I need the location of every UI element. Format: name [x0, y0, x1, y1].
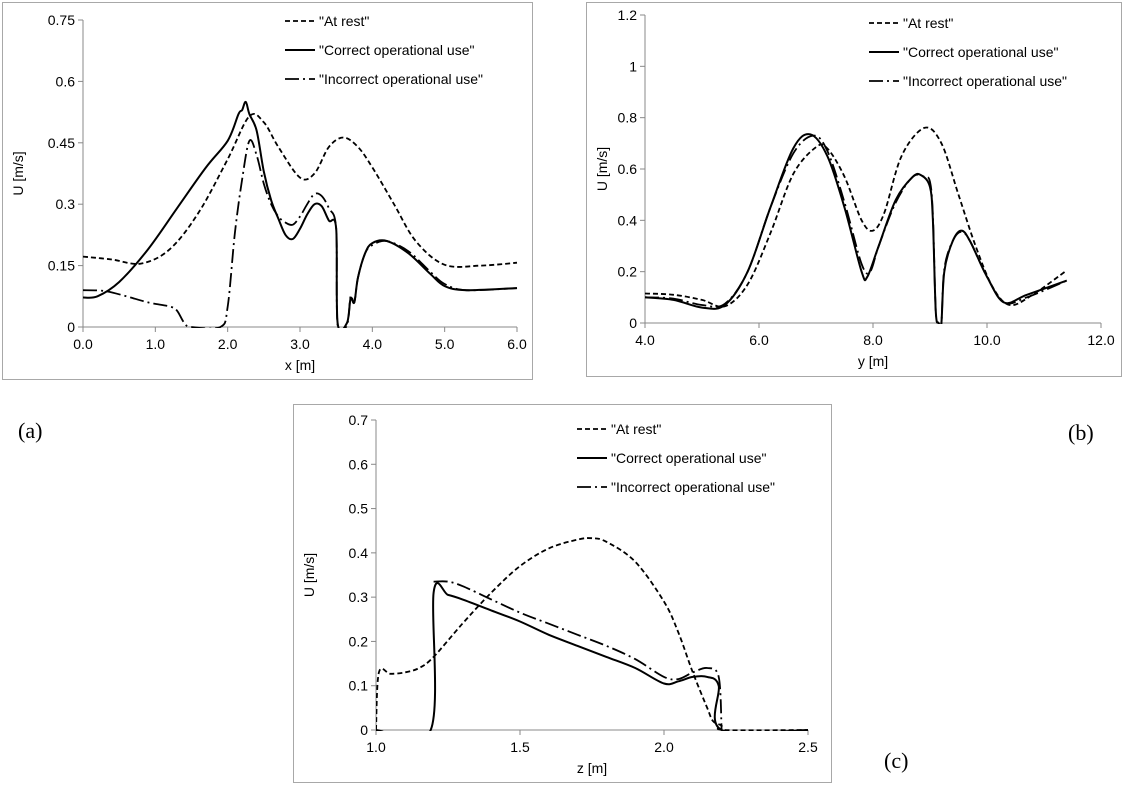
y-tick-label: 0.45: [48, 135, 75, 151]
legend-label: "Correct operational use": [903, 44, 1058, 60]
y-tick-label: 0.7: [349, 412, 369, 428]
panel-label-b: (b): [1068, 420, 1094, 445]
x-tick-label: 2.5: [798, 739, 818, 755]
series-line-dashed: [376, 537, 809, 731]
series-line-dashed: [645, 126, 1068, 308]
x-tick-label: 8.0: [863, 332, 883, 348]
chart-c-svg: 0 0.1 0.2 0.3 0.4 0.5 0.6 0.7 1.0 1.5 2.0 2.5 z [m] U…: [301, 412, 818, 776]
x-tick-label: 10.0: [973, 332, 1000, 348]
y-axis-label: U [m/s]: [594, 147, 610, 191]
legend-label: "At rest": [903, 15, 953, 31]
x-tick-label: 1.0: [146, 336, 166, 352]
series-line-dash-dot: [83, 139, 518, 328]
x-tick-label: 0.0: [73, 336, 93, 352]
chart-a-svg: 0 0.15 0.3 0.45 0.6 0.75 0.0 1.0 2.0 3.0 4.0 5.0 6.0…: [10, 12, 527, 373]
x-axis-label: x [m]: [285, 357, 315, 373]
series-line-dash-dot: [645, 134, 1068, 324]
y-tick-label: 0.4: [618, 212, 638, 228]
y-tick-label: 0.6: [618, 161, 638, 177]
legend-label: "Incorrect operational use": [319, 71, 483, 87]
panel-label-a: (a): [18, 418, 43, 443]
legend-label: "Correct operational use": [319, 42, 474, 58]
legend-label: "At rest": [319, 13, 369, 29]
series-line-solid: [645, 133, 1068, 324]
y-tick-label: 0.15: [48, 258, 75, 274]
x-tick-label: 5.0: [435, 336, 455, 352]
y-tick-label: 0: [360, 722, 368, 738]
x-tick-label: 4.0: [635, 332, 655, 348]
x-axis-label: y [m]: [858, 353, 888, 369]
x-tick-label: 2.0: [218, 336, 238, 352]
series-line-dash-dot: [433, 580, 723, 731]
x-tick-label: 1.5: [510, 739, 530, 755]
y-tick-label: 0.1: [349, 678, 369, 694]
series-line-solid: [376, 582, 809, 731]
y-tick-label: 0.8: [618, 110, 638, 126]
chart-panel-b: 0 0.2 0.4 0.6 0.8 1 1.2 4.0 6.0 8.0 10.0 12.0 y [m] U…: [586, 2, 1122, 377]
chart-panel-a: 0 0.15 0.3 0.45 0.6 0.75 0.0 1.0 2.0 3.0 4.0 5.0 6.0…: [2, 2, 533, 380]
x-tick-label: 1.0: [366, 739, 386, 755]
y-tick-label: 0.2: [349, 633, 369, 649]
y-tick-label: 1.2: [618, 7, 638, 23]
legend-label: "Incorrect operational use": [611, 479, 775, 495]
y-axis-label: U [m/s]: [301, 553, 317, 597]
y-tick-label: 0.75: [48, 12, 75, 28]
series-line-solid: [83, 100, 518, 328]
y-tick-label: 0.3: [349, 589, 369, 605]
y-tick-label: 0.6: [56, 73, 76, 89]
panel-label-c: (c): [884, 748, 909, 773]
x-tick-label: 2.0: [654, 739, 674, 755]
legend-label: "Incorrect operational use": [903, 73, 1067, 89]
y-axis-label: U [m/s]: [10, 151, 26, 195]
y-tick-label: 1: [629, 58, 637, 74]
x-tick-label: 3.0: [290, 336, 310, 352]
legend-label: "Correct operational use": [611, 450, 766, 466]
series-line-dashed: [83, 112, 518, 268]
y-tick-label: 0: [629, 315, 637, 331]
x-axis-label: z [m]: [577, 760, 607, 776]
x-tick-label: 6.0: [749, 332, 769, 348]
y-tick-label: 0.3: [56, 196, 76, 212]
y-tick-label: 0.2: [618, 264, 638, 280]
y-tick-label: 0.4: [349, 545, 369, 561]
y-tick-label: 0.5: [349, 501, 369, 517]
y-tick-label: 0.6: [349, 456, 369, 472]
chart-b-svg: 0 0.2 0.4 0.6 0.8 1 1.2 4.0 6.0 8.0 10.0 12.0 y [m] U…: [594, 7, 1115, 369]
x-tick-label: 4.0: [363, 336, 383, 352]
x-tick-label: 6.0: [507, 336, 527, 352]
chart-panel-c: 0 0.1 0.2 0.3 0.4 0.5 0.6 0.7 1.0 1.5 2.0 2.5 z [m] U…: [293, 404, 832, 783]
legend-label: "At rest": [611, 421, 661, 437]
y-tick-label: 0: [67, 319, 75, 335]
x-tick-label: 12.0: [1087, 332, 1114, 348]
